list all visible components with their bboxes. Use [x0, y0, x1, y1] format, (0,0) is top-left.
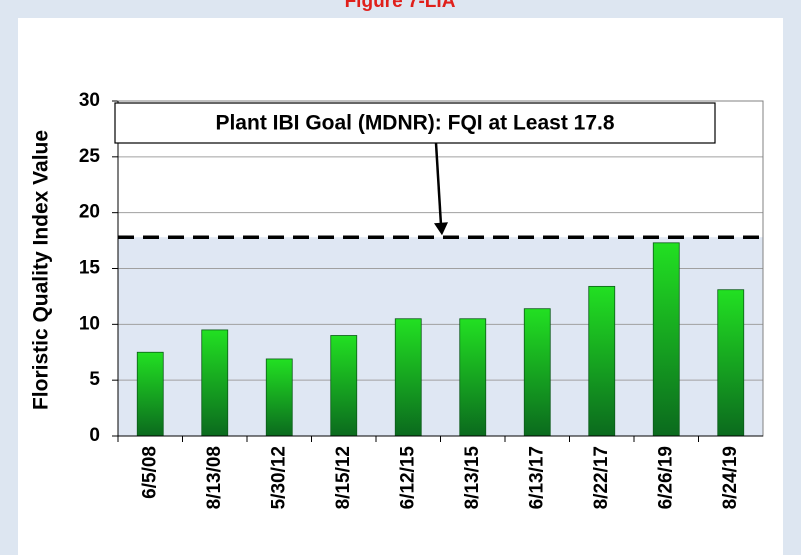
- bar: [588, 285, 616, 437]
- bar: [717, 289, 745, 437]
- bar: [136, 351, 164, 437]
- x-tick-label: 6/26/19: [655, 446, 676, 509]
- x-tick-label: 6/12/15: [397, 446, 418, 510]
- bar: [201, 329, 229, 437]
- bar: [265, 358, 293, 437]
- y-tick-label: 25: [79, 146, 101, 167]
- y-tick-label: 15: [79, 258, 101, 279]
- x-tick-label: 8/13/15: [462, 446, 483, 510]
- arrow-head: [434, 222, 448, 236]
- x-tick-label: 8/24/19: [720, 446, 741, 509]
- y-tick-label: 10: [79, 313, 100, 334]
- x-tick-label: 8/22/17: [591, 446, 612, 509]
- annotation-arrow: [434, 142, 443, 226]
- y-tick-label: 30: [79, 90, 100, 111]
- bar: [652, 242, 680, 437]
- x-tick-label: 6/5/08: [139, 446, 160, 499]
- y-tick-label: 20: [79, 202, 100, 223]
- annotation: Plant IBI Goal (MDNR): FQI at Least 17.8: [215, 112, 614, 135]
- bar: [330, 335, 358, 437]
- y-axis-label: Floristic Quality Index Value: [30, 130, 53, 410]
- bar: [459, 318, 487, 437]
- bar: [523, 308, 551, 437]
- x-tick-label: 8/13/08: [204, 446, 225, 509]
- chart-title: Figure 7-LIA: [345, 0, 456, 12]
- x-tick-label: 5/30/12: [268, 446, 289, 509]
- y-tick-label: 5: [89, 369, 100, 390]
- x-tick-label: 8/15/12: [333, 446, 354, 509]
- bar: [394, 318, 422, 437]
- annotation-box: [114, 102, 716, 144]
- y-tick-label: 0: [89, 425, 100, 446]
- x-tick-label: 6/13/17: [526, 446, 547, 509]
